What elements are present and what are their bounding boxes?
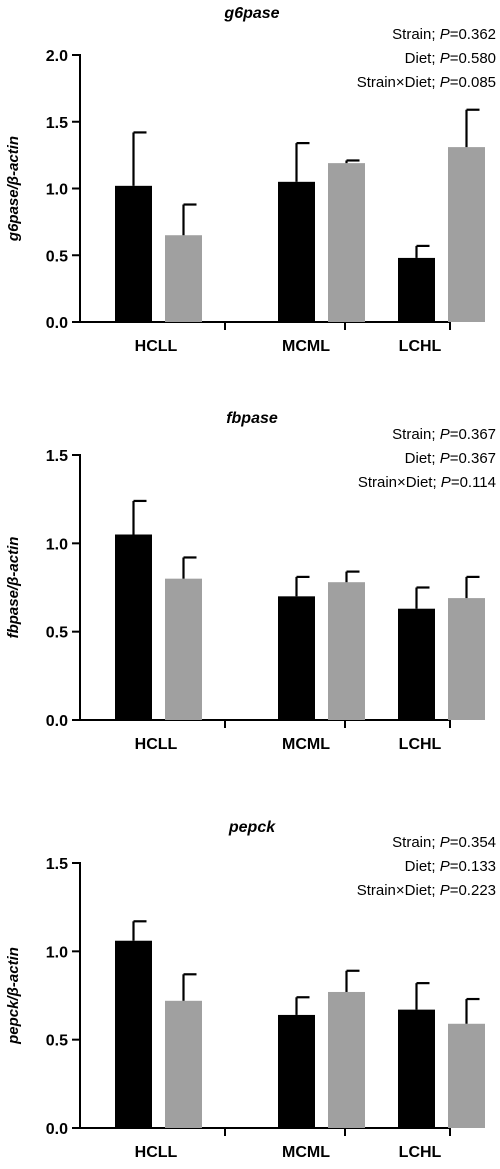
bar	[115, 940, 152, 1128]
y-tick-label: 0.0	[46, 1121, 68, 1138]
y-tick-label: 1.5	[46, 856, 68, 873]
stats-annotation: Strain; P=0.362	[392, 26, 496, 43]
stats-annotation: Strain; P=0.354	[392, 834, 496, 851]
bar	[328, 163, 365, 322]
y-tick-label: 0.5	[46, 248, 68, 265]
bar	[328, 582, 365, 720]
bar	[278, 181, 315, 322]
y-tick-label: 1.0	[46, 944, 68, 961]
x-category-label: LCHL	[399, 338, 442, 355]
stats-annotation: Strain×Diet; P=0.114	[358, 474, 496, 491]
y-tick-label: 2.0	[46, 48, 68, 65]
y-axis-label: fbpase/β-actin	[5, 537, 22, 639]
y-tick-label: 0.0	[46, 315, 68, 332]
x-category-label: MCML	[282, 338, 330, 355]
bar	[448, 598, 485, 720]
bar	[278, 596, 315, 720]
bar	[278, 1014, 315, 1128]
chart-panel-fbpase: fbpase fbpase/β-actin 0.0 0.5 1.0 1.5 HCLL MCML…	[5, 410, 496, 753]
stats-annotation: Diet; P=0.133	[405, 858, 496, 875]
stats-annotation: Diet; P=0.367	[405, 450, 496, 467]
stats-annotation: Strain×Diet; P=0.085	[357, 74, 496, 91]
bar	[398, 1009, 435, 1128]
x-category-label: LCHL	[399, 736, 442, 753]
chart-panel-g6pase: g6pase g6pase/β-actin 0.0 0.5 1.0 1.5 2.0 HCLL M…	[5, 5, 496, 355]
y-tick-label: 0.0	[46, 713, 68, 730]
y-tick-label: 0.5	[46, 625, 68, 642]
y-tick-label: 1.5	[46, 115, 68, 132]
bar	[448, 1023, 485, 1128]
chart-title: pepck	[228, 819, 276, 836]
y-axis-label: pepck/β-actin	[5, 947, 22, 1045]
stats-annotation: Diet; P=0.580	[405, 50, 496, 67]
x-category-label: HCLL	[135, 338, 178, 355]
bar	[165, 1000, 202, 1128]
bar	[115, 185, 152, 322]
bar	[398, 257, 435, 322]
x-category-label: MCML	[282, 1144, 330, 1161]
bar	[165, 578, 202, 720]
bar	[165, 235, 202, 322]
y-tick-label: 0.5	[46, 1033, 68, 1050]
y-tick-label: 1.5	[46, 448, 68, 465]
chart-title: fbpase	[226, 410, 278, 427]
x-category-label: HCLL	[135, 1144, 178, 1161]
bar	[328, 991, 365, 1128]
stats-annotation: Strain; P=0.367	[392, 426, 496, 443]
stats-annotation: Strain×Diet; P=0.223	[357, 882, 496, 899]
y-tick-label: 1.0	[46, 536, 68, 553]
y-axis-label: g6pase/β-actin	[5, 136, 22, 242]
y-tick-label: 1.0	[46, 182, 68, 199]
x-category-label: HCLL	[135, 736, 178, 753]
bar	[115, 534, 152, 720]
x-category-label: LCHL	[399, 1144, 442, 1161]
chart-panel-pepck: pepck pepck/β-actin 0.0 0.5 1.0 1.5 HCLL MCML LC…	[5, 819, 496, 1161]
x-category-label: MCML	[282, 736, 330, 753]
bar	[398, 608, 435, 720]
chart-title: g6pase	[223, 5, 279, 22]
bar	[448, 147, 485, 322]
